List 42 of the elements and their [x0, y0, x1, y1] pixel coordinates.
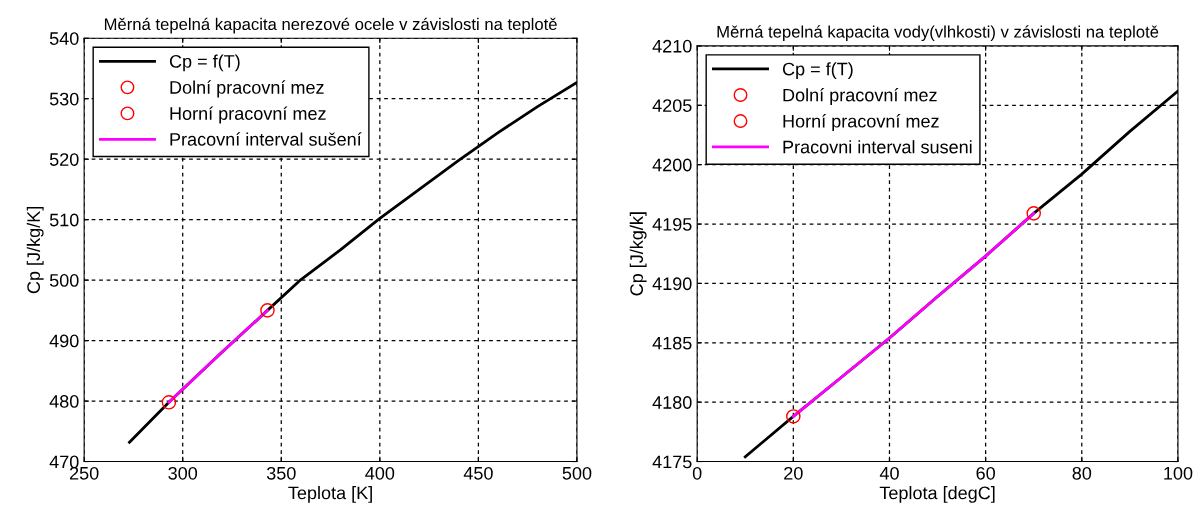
y-tick-label: 540 [49, 32, 79, 45]
y-tick-label: 4200 [652, 158, 692, 172]
legend-label: Cp = f(T) [169, 54, 240, 72]
legend-label: Horní pracovní mez [783, 114, 939, 132]
y-tick-label: 510 [49, 213, 79, 227]
y-tick-label: 4185 [652, 336, 692, 350]
x-tick-label: 0 [692, 466, 702, 480]
y-tick-label: 4190 [652, 277, 692, 291]
chart-title: Měrná tepelná kapacita vody(vlhkosti) v závislosti na teplotě [717, 25, 1159, 42]
x-axis-title: Teplota [degC] [879, 486, 995, 503]
x-tick-label: 350 [266, 466, 296, 480]
y-tick-label: 520 [49, 153, 79, 166]
x-axis-title: Teplota [K] [288, 486, 372, 503]
y-tick-label: 470 [49, 455, 79, 469]
x-tick-label: 40 [879, 466, 899, 480]
y-tick-label: 4205 [652, 99, 692, 112]
x-tick-label: 250 [69, 466, 99, 480]
x-tick-label: 80 [1072, 466, 1092, 480]
y-tick-label: 490 [49, 334, 79, 348]
y-tick-label: 4210 [652, 39, 692, 53]
chart-title: Měrná tepelná kapacita nerezové ocele v závislosti na teplotě [104, 17, 557, 34]
legend-label: Cp = f(T) [782, 62, 853, 79]
y-axis-title: Cp [J/kg/K] [26, 207, 44, 294]
x-tick-label: 450 [463, 466, 493, 480]
x-tick-label: 60 [976, 466, 995, 480]
legend-label: Horní pracovní mez [170, 106, 326, 124]
legend-label: Pracovní interval sušení [170, 132, 362, 146]
y-tick-label: 480 [49, 395, 79, 408]
x-tick-label: 20 [784, 466, 803, 480]
y-tick-label: 530 [49, 92, 79, 106]
y-tick-label: 4180 [652, 396, 692, 409]
y-axis-title: Cp [J/kg/k] [629, 212, 647, 296]
x-tick-label: 300 [168, 466, 198, 480]
y-tick-label: 500 [49, 274, 79, 287]
y-tick-label: 4195 [652, 217, 692, 231]
x-tick-label: 100 [1164, 466, 1193, 480]
legend-label: Pracovni interval suseni [783, 140, 972, 154]
y-tick-label: 4175 [652, 455, 692, 469]
legend-label: Dolní pracovní mez [783, 88, 937, 106]
legend-label: Dolní pracovní mez [170, 80, 324, 98]
x-tick-label: 400 [365, 466, 395, 480]
x-tick-label: 500 [562, 466, 592, 480]
